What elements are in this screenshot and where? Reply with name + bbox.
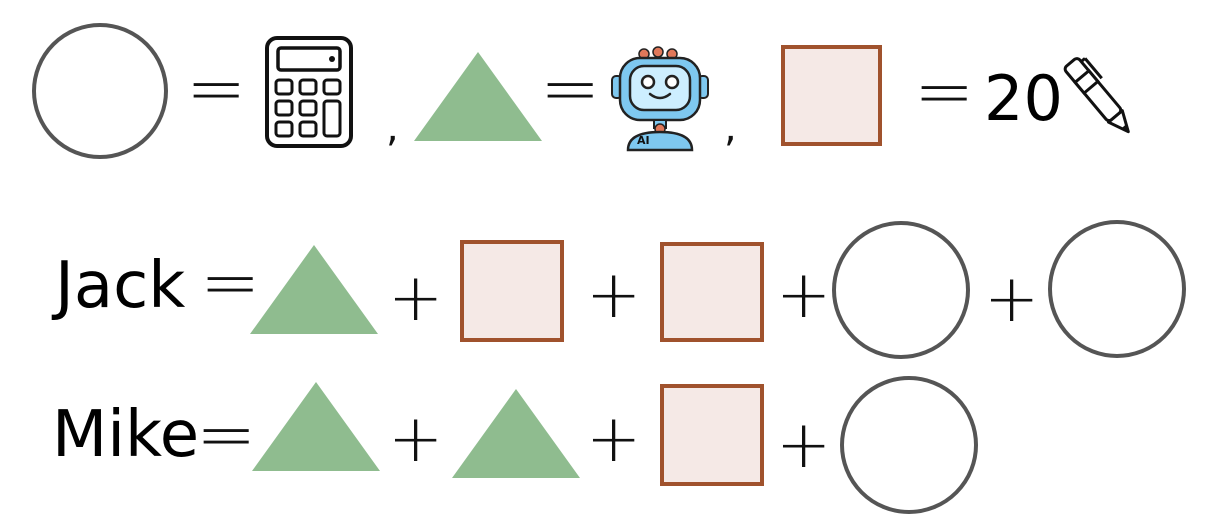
calculator-icon bbox=[264, 35, 354, 149]
person-name-jack: Jack bbox=[55, 249, 186, 323]
plus-sign: + bbox=[388, 259, 444, 336]
robot-badge-label: AI bbox=[637, 134, 650, 147]
equals-sign: = bbox=[914, 49, 975, 133]
triangle-shape bbox=[414, 52, 542, 141]
square-term bbox=[660, 242, 764, 342]
circle-term bbox=[1048, 220, 1186, 358]
square-term bbox=[660, 384, 764, 486]
plus-sign: + bbox=[586, 400, 642, 477]
comma-separator: , bbox=[386, 105, 399, 151]
square-shape bbox=[781, 45, 882, 146]
square-term bbox=[460, 240, 564, 342]
plus-sign: + bbox=[776, 256, 832, 333]
plus-sign: + bbox=[984, 260, 1040, 337]
equals-sign: = bbox=[196, 392, 257, 476]
plus-sign: + bbox=[586, 256, 642, 333]
equals-sign: = bbox=[186, 46, 247, 130]
triangle-term bbox=[252, 382, 380, 471]
plus-sign: + bbox=[388, 400, 444, 477]
square-value: 20 bbox=[984, 62, 1063, 135]
pen-icon bbox=[1062, 54, 1138, 142]
plus-sign: + bbox=[776, 406, 832, 483]
comma-separator: , bbox=[724, 105, 737, 151]
triangle-term bbox=[452, 389, 580, 478]
circle-shape bbox=[32, 23, 168, 159]
circle-term bbox=[832, 221, 970, 359]
robot-icon: AI bbox=[610, 46, 710, 152]
person-name-mike: Mike bbox=[52, 398, 200, 472]
circle-term bbox=[840, 376, 978, 514]
triangle-term bbox=[250, 245, 378, 334]
equals-sign: = bbox=[540, 46, 601, 130]
